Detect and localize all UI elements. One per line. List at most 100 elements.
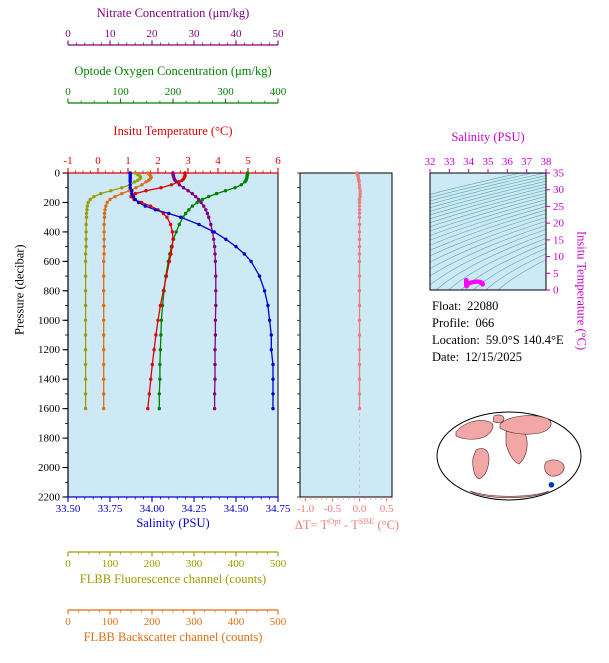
salinity-axis-title: Salinity (PSU) <box>136 516 210 530</box>
float-location-marker <box>548 482 555 488</box>
svg-text:0: 0 <box>65 28 71 40</box>
ts-points <box>464 278 485 289</box>
svg-text:2: 2 <box>155 155 161 167</box>
svg-text:20: 20 <box>147 28 159 40</box>
svg-text:1000: 1000 <box>38 315 61 327</box>
density-contours <box>430 173 546 290</box>
svg-text:1600: 1600 <box>38 403 61 415</box>
svg-text:36: 36 <box>502 156 514 168</box>
oxygen-axis-title: Optode Oxygen Concentration (μm/kg) <box>74 64 272 78</box>
svg-text:34: 34 <box>463 156 475 168</box>
salinity-series <box>128 171 275 411</box>
info-line-location: Location: 59.0°S 140.4°E <box>432 332 564 349</box>
backscatter-axis-title: FLBB Backscatter channel (counts) <box>83 630 263 644</box>
svg-text:40: 40 <box>231 28 243 40</box>
info-float-label: Float: <box>432 299 462 313</box>
svg-text:500: 500 <box>270 558 287 570</box>
svg-text:30: 30 <box>189 28 201 40</box>
svg-text:400: 400 <box>44 226 61 238</box>
fluorescence-axis: 0 100 200 300 400 500 <box>65 551 287 570</box>
delta-t-title-pre: ΔT= T <box>294 518 329 533</box>
temperature-axis: -1 0 1 2 3 4 5 6 <box>63 155 281 174</box>
pressure-axis: 0 200 400 600 800 1000 1200 1400 1600 1800 2000 220… <box>38 168 68 504</box>
svg-text:0.5: 0.5 <box>380 503 394 515</box>
svg-text:5: 5 <box>245 155 251 167</box>
svg-text:-1: -1 <box>63 155 72 167</box>
info-line-profile: Profile: 066 <box>432 315 564 332</box>
svg-text:1800: 1800 <box>38 433 61 445</box>
svg-text:20: 20 <box>553 218 565 230</box>
svg-text:400: 400 <box>270 86 287 98</box>
ts-diagram-panel: 32 33 34 35 36 37 38 0 5 10 15 20 25 30 35 <box>425 156 565 297</box>
svg-text:33: 33 <box>444 156 456 168</box>
delta-t-series <box>355 171 362 411</box>
flbb-fluorescence-series <box>83 171 143 411</box>
svg-text:38: 38 <box>541 156 553 168</box>
insitu-temperature-series <box>129 171 187 411</box>
svg-text:1200: 1200 <box>38 344 61 356</box>
svg-text:100: 100 <box>112 86 129 98</box>
svg-text:100: 100 <box>102 558 119 570</box>
svg-text:10: 10 <box>553 251 565 263</box>
world-map <box>436 411 582 501</box>
svg-text:35: 35 <box>553 168 565 180</box>
svg-text:50: 50 <box>273 28 285 40</box>
svg-text:25: 25 <box>553 201 565 213</box>
nitrate-axis: 0 10 20 30 40 50 <box>65 28 285 46</box>
float-info-block: Float: 22080 Profile: 066 Location: 59.0°S … <box>432 298 564 366</box>
delta-t-panel: -1.0 -0.5 0.0 0.5 <box>297 171 394 515</box>
temperature-axis-title: Insitu Temperature (°C) <box>113 124 233 138</box>
info-location-value: 59.0°S 140.4°E <box>485 333 564 347</box>
svg-text:37: 37 <box>521 156 533 168</box>
svg-text:33.50: 33.50 <box>56 503 81 515</box>
info-date-value: 12/15/2025 <box>465 350 523 364</box>
ts-salinity-axis-title: Salinity (PSU) <box>451 130 525 144</box>
svg-text:800: 800 <box>44 285 61 297</box>
info-float-value: 22080 <box>467 299 499 313</box>
svg-text:6: 6 <box>275 155 281 167</box>
svg-text:15: 15 <box>553 234 565 246</box>
svg-text:34.00: 34.00 <box>140 503 165 515</box>
info-line-date: Date: 12/15/2025 <box>432 349 564 366</box>
svg-text:300: 300 <box>217 86 234 98</box>
svg-text:0: 0 <box>65 86 71 98</box>
svg-text:10: 10 <box>105 28 117 40</box>
svg-text:4: 4 <box>215 155 221 167</box>
svg-text:0: 0 <box>65 616 71 628</box>
continents <box>455 414 565 499</box>
backscatter-axis: 0 100 200 300 400 500 <box>65 609 287 628</box>
svg-text:0.0: 0.0 <box>353 503 367 515</box>
svg-text:34.50: 34.50 <box>224 503 249 515</box>
svg-text:200: 200 <box>144 616 161 628</box>
fluorescence-axis-title: FLBB Fluorescence channel (counts) <box>79 572 267 586</box>
info-line-float: Float: 22080 <box>432 298 564 315</box>
profile-series <box>83 171 275 411</box>
svg-text:0: 0 <box>553 285 559 297</box>
svg-text:-0.5: -0.5 <box>324 503 342 515</box>
delta-t-title-sup2: SBE <box>358 516 375 526</box>
svg-text:35: 35 <box>483 156 495 168</box>
svg-text:34.75: 34.75 <box>266 503 291 515</box>
svg-text:34.25: 34.25 <box>182 503 207 515</box>
svg-text:2200: 2200 <box>38 492 61 504</box>
svg-text:300: 300 <box>186 558 203 570</box>
svg-text:-1.0: -1.0 <box>297 503 315 515</box>
svg-text:200: 200 <box>144 558 161 570</box>
oxygen-axis: 0 100 200 300 400 <box>65 86 287 104</box>
flbb-backscatter-series <box>102 171 153 411</box>
svg-text:200: 200 <box>165 86 182 98</box>
nitrate-axis-title: Nitrate Concentration (μm/kg) <box>96 6 250 20</box>
svg-text:2000: 2000 <box>38 462 61 474</box>
svg-text:400: 400 <box>228 558 245 570</box>
svg-text:32: 32 <box>425 156 436 168</box>
nitrate-series <box>171 171 218 411</box>
delta-t-title-post: (°C) <box>374 518 400 533</box>
delta-t-title-mid: - T <box>340 518 359 533</box>
svg-text:0: 0 <box>65 558 71 570</box>
svg-text:400: 400 <box>228 616 245 628</box>
svg-text:5: 5 <box>553 268 559 280</box>
delta-t-axis-title: ΔT= TOpt - TSBE (°C) <box>288 516 406 533</box>
svg-text:100: 100 <box>102 616 119 628</box>
